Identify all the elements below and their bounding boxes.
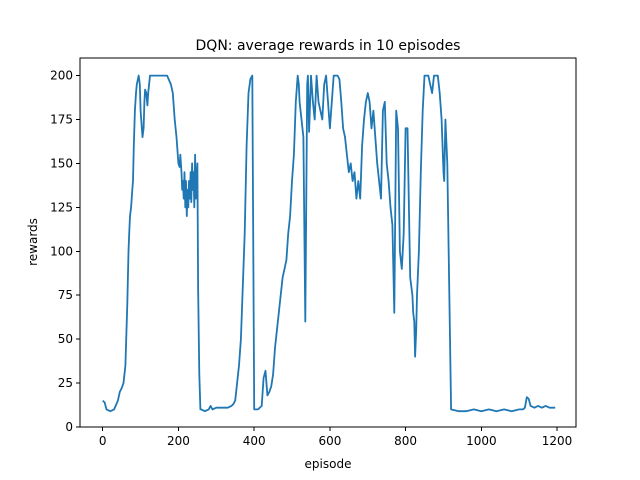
- y-tick-label: 200: [50, 69, 73, 83]
- y-tick-label: 100: [50, 244, 73, 258]
- axes-frame: [79, 57, 577, 428]
- x-tick-label: 1000: [466, 434, 497, 448]
- x-axis-ticks: 0 200 400 600 800 1000 1200: [99, 427, 572, 448]
- x-tick-label: 600: [318, 434, 341, 448]
- chart-title: DQN: average rewards in 10 episodes: [196, 38, 461, 54]
- y-tick-label: 175: [50, 113, 73, 127]
- y-tick-label: 0: [65, 420, 73, 434]
- y-tick-label: 125: [50, 200, 73, 214]
- series-layer: [102, 74, 556, 413]
- x-tick-label: 400: [243, 434, 266, 448]
- y-tick-label: 50: [58, 332, 73, 346]
- x-axis-label: episode: [305, 457, 352, 471]
- y-tick-label: 150: [50, 156, 73, 170]
- y-axis-label: rewards: [26, 218, 40, 266]
- x-tick-label: 800: [394, 434, 417, 448]
- y-tick-label: 75: [58, 288, 73, 302]
- x-tick-label: 0: [99, 434, 107, 448]
- x-tick-label: 200: [167, 434, 190, 448]
- y-tick-label: 25: [58, 376, 73, 390]
- x-tick-label: 1200: [542, 434, 573, 448]
- series-line-0: [102, 74, 556, 413]
- y-axis-ticks: 0 25 50 75 100 125 150 175 200: [50, 69, 80, 434]
